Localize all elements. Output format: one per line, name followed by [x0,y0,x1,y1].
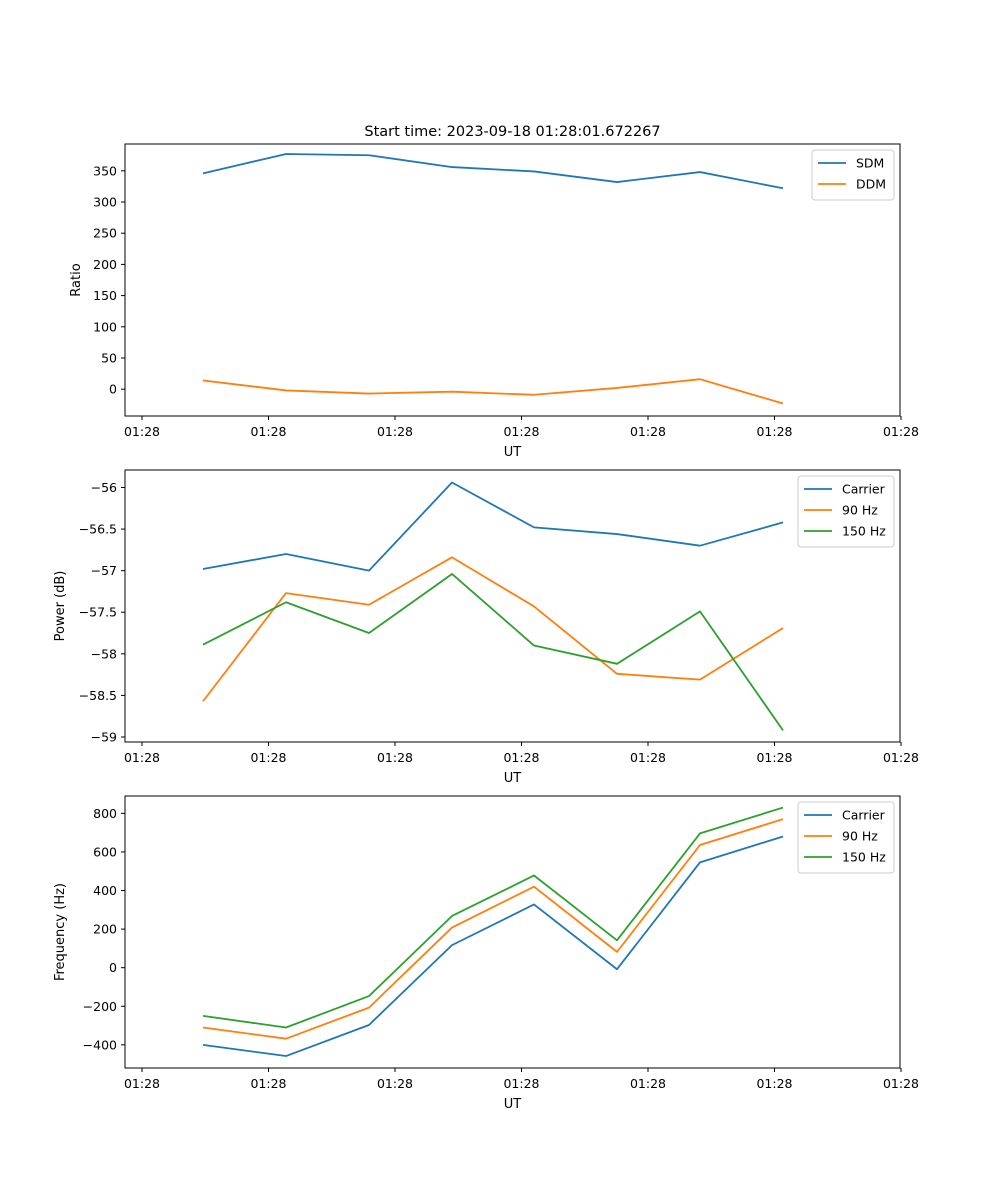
y-tick-label: 50 [101,350,117,365]
chart-panel-1: 0 50 100 150 200 250 300 350 01:28 01:28 01:28 01:2… [69,143,919,460]
y-tick-label: 300 [93,195,117,210]
figure-title: Start time: 2023-09-18 01:28:01.672267 [364,124,660,140]
y-tick-label: 0 [109,960,117,975]
series-line-ddm [202,378,784,405]
x-axis-label: UT [504,445,522,460]
axes-frame [124,795,901,1069]
x-tick-label: 01:28 [756,750,792,765]
series-line-150-hz [202,806,784,1029]
x-tick-label: 01:28 [124,424,160,439]
series-line-sdm [202,153,784,190]
chart-panel-2: −59 −58.5 −58 −57.5 −57 −56.5 −56 01:28 01:28 01:… [53,469,919,786]
y-tick-label: −58.5 [79,688,117,703]
legend: SDM DDM [811,149,895,201]
y-axis-label: Power (dB) [53,571,68,642]
y-tick-label: 150 [93,288,117,303]
y-tick-label: 600 [93,844,117,859]
y-tick-label: −200 [83,999,117,1014]
x-tick-label: 01:28 [756,1076,792,1091]
legend-label: Carrier [842,482,886,497]
y-tick-label: −56.5 [79,522,117,537]
x-tick-label: 01:28 [124,1076,160,1091]
chart-panel-3: −400 −200 0 200 400 600 800 01:28 01:28 01:28 01:2… [53,795,919,1112]
y-tick-label: 400 [93,883,117,898]
x-tick-label: 01:28 [377,750,413,765]
y-axis-label: Frequency (Hz) [53,883,68,981]
legend: Carrier 90 Hz 150 Hz [797,801,895,874]
legend-label: 150 Hz [842,524,886,539]
legend-box [797,475,895,548]
series-line-90-hz [202,556,784,702]
y-axis-label: Ratio [69,263,84,296]
y-tick-label: 200 [93,922,117,937]
x-tick-label: 01:28 [503,750,539,765]
y-tick-label: −57.5 [79,605,117,620]
x-tick-label: 01:28 [503,424,539,439]
legend: Carrier 90 Hz 150 Hz [797,475,895,548]
series-line-carrier [202,481,784,572]
series-line-90-hz [202,818,784,1040]
y-tick-label: −400 [83,1037,117,1052]
legend-label: 90 Hz [842,503,878,518]
x-tick-label: 01:28 [630,1076,666,1091]
legend-label: Carrier [842,808,886,823]
y-tick-label: 800 [93,806,117,821]
legend-label: SDM [856,156,884,171]
axes-frame [124,469,901,743]
x-tick-label: 01:28 [630,424,666,439]
y-tick-label: 250 [93,226,117,241]
y-tick-label: 200 [93,257,117,272]
y-tick-label: −58 [91,646,117,661]
legend-label: 150 Hz [842,850,886,865]
x-tick-label: 01:28 [377,1076,413,1091]
y-tick-label: 350 [93,163,117,178]
x-tick-label: 01:28 [630,750,666,765]
axes-frame [124,143,901,417]
x-axis-label: UT [504,1097,522,1112]
legend-label: DDM [856,177,886,192]
y-tick-label: 0 [109,382,117,397]
x-tick-label: 01:28 [503,1076,539,1091]
x-tick-label: 01:28 [377,424,413,439]
x-tick-label: 01:28 [250,424,286,439]
x-tick-label: 01:28 [250,1076,286,1091]
series-line-carrier [202,835,784,1057]
x-tick-label: 01:28 [883,750,919,765]
y-tick-label: −57 [91,563,117,578]
x-tick-label: 01:28 [883,424,919,439]
series-line-150-hz [202,573,784,731]
x-tick-label: 01:28 [883,1076,919,1091]
x-tick-label: 01:28 [124,750,160,765]
x-axis-label: UT [504,771,522,786]
legend-box [797,801,895,874]
y-tick-label: −56 [91,480,117,495]
y-tick-label: −59 [91,730,117,745]
x-tick-label: 01:28 [250,750,286,765]
x-tick-label: 01:28 [756,424,792,439]
y-tick-label: 100 [93,319,117,334]
legend-label: 90 Hz [842,829,878,844]
